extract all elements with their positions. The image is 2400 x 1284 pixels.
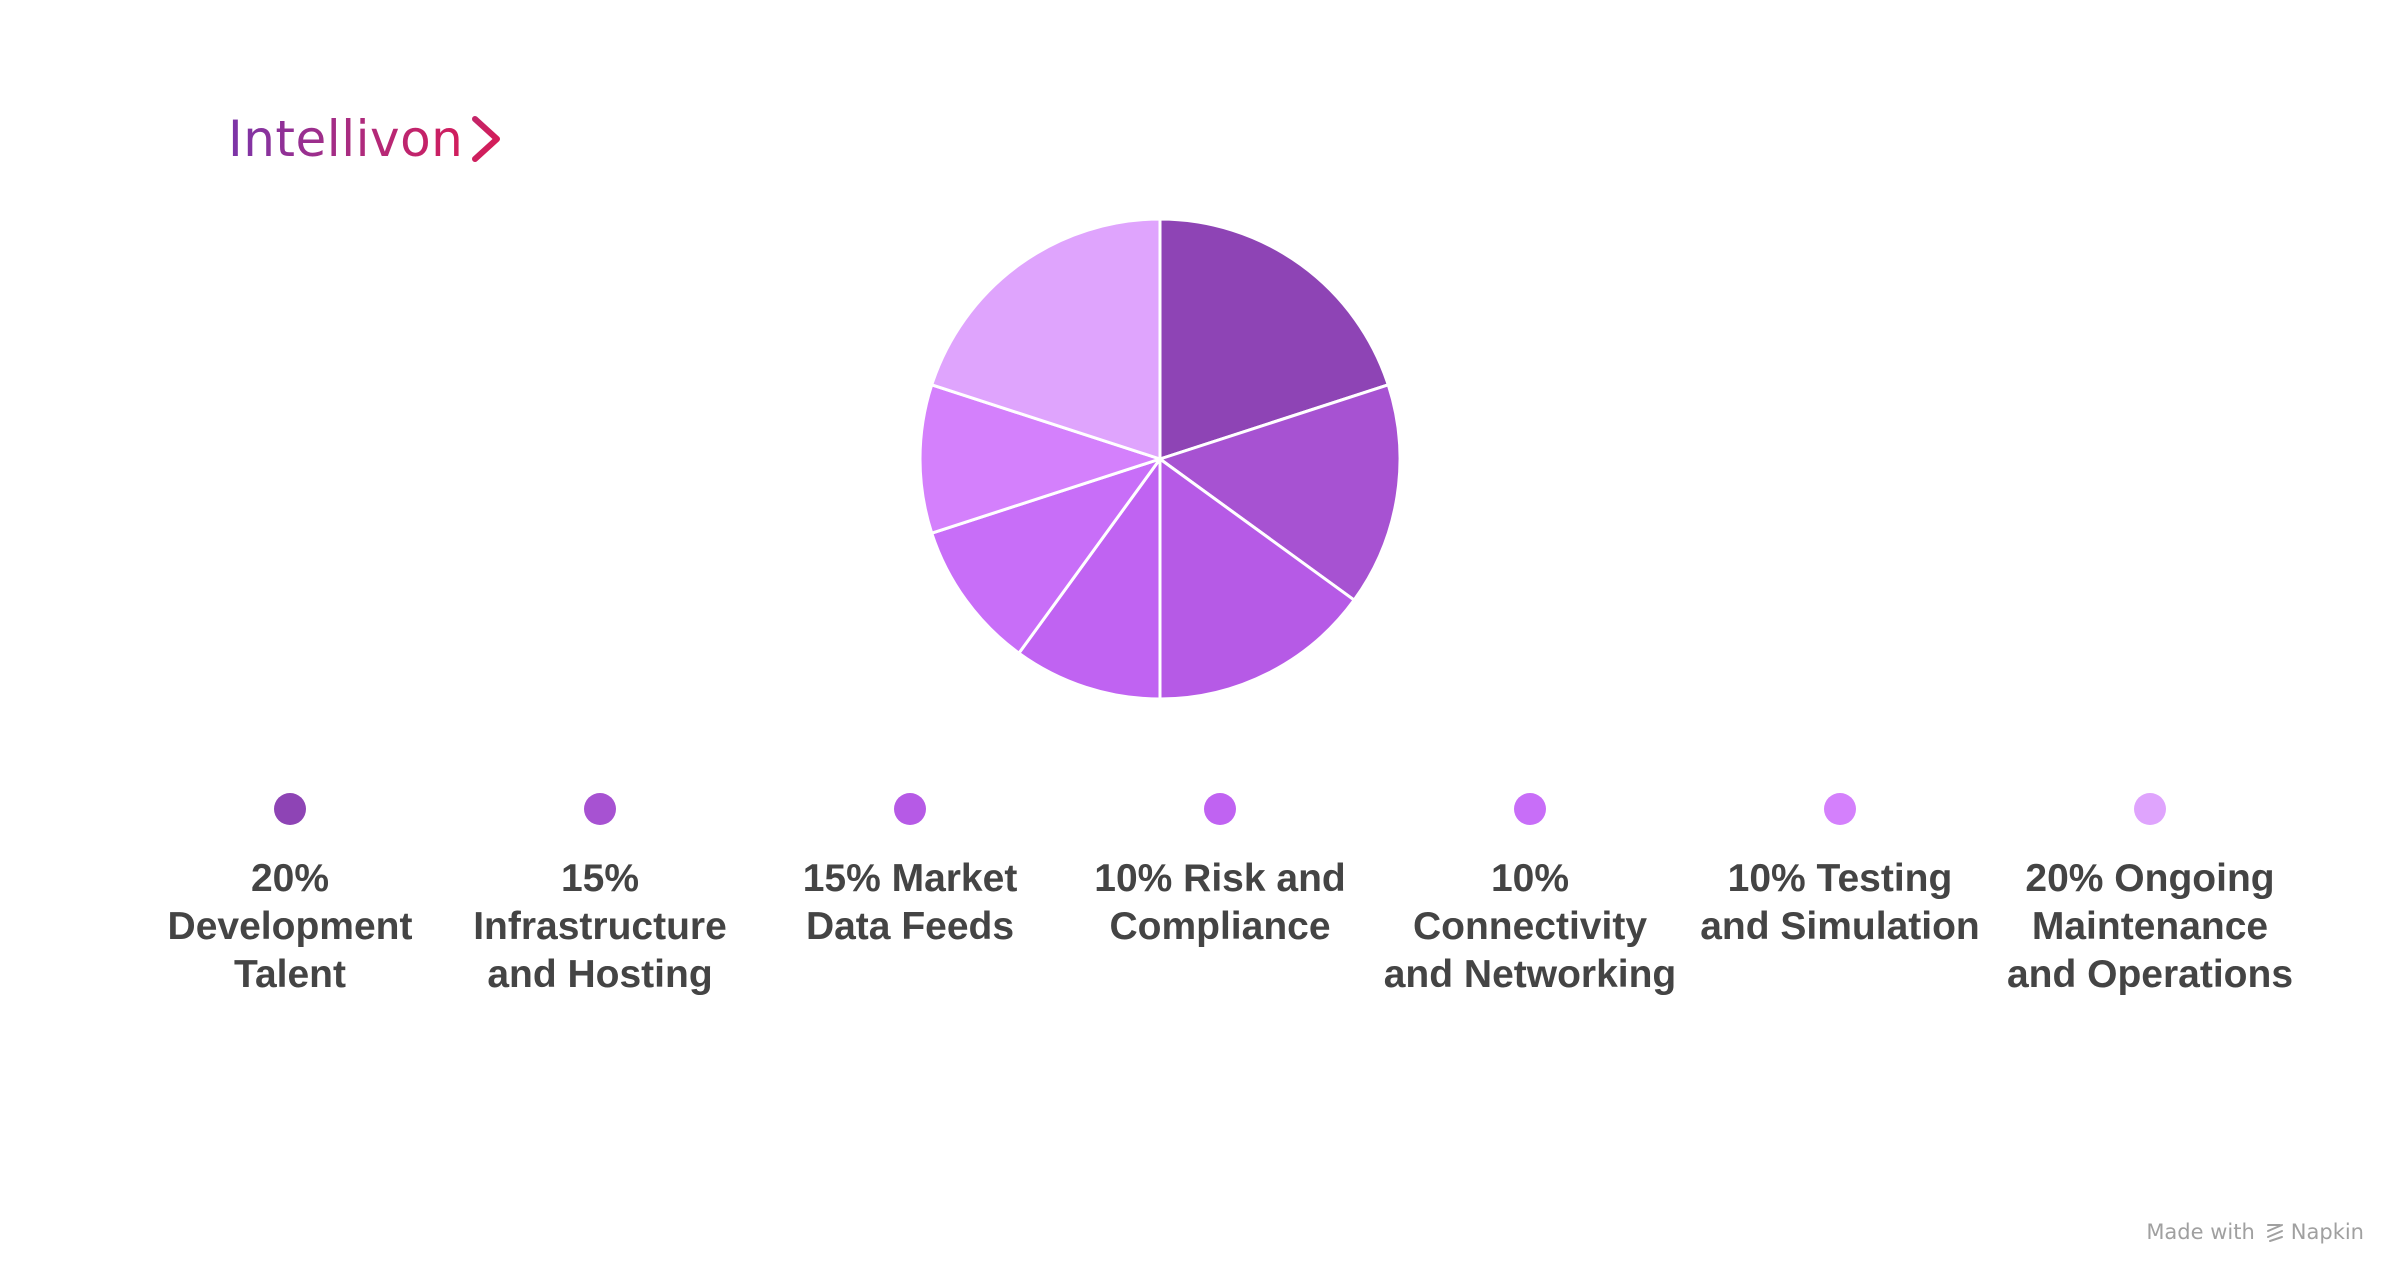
legend-label-3: 15% Market Data Feeds — [802, 857, 1018, 948]
brand-logo: Intellivon — [228, 104, 503, 174]
legend-dot-4 — [1204, 793, 1236, 825]
pie-slice-7 — [930, 217, 1162, 461]
pie-slice-5 — [930, 457, 1162, 655]
legend-label-1: 20% Development Talent — [167, 857, 413, 996]
legend-item-3: 15% Market Data Feeds — [760, 780, 1060, 951]
brand-name: Intellivon — [228, 110, 464, 168]
legend-dot-1 — [274, 793, 306, 825]
legend-dot-3 — [894, 793, 926, 825]
legend-item-6: 10% Testing and Simulation — [1690, 780, 1990, 951]
legend-item-5: 10% Connectivity and Networking — [1380, 780, 1680, 999]
legend-label-5: 10% Connectivity and Networking — [1383, 857, 1677, 996]
footer-tool-name: Napkin — [2290, 1220, 2364, 1244]
chevron-right-icon — [472, 116, 501, 162]
legend-dot-2 — [584, 793, 616, 825]
legend-dot-7 — [2134, 793, 2166, 825]
pie-slice-2 — [1158, 383, 1402, 602]
footer-credit: Made with Napkin — [2146, 1220, 2364, 1244]
legend-item-4: 10% Risk and Compliance — [1070, 780, 1370, 951]
legend-label-7: 20% Ongoing Maintenance and Operations — [2006, 857, 2294, 996]
legend-item-1: 20% Development Talent — [140, 780, 440, 999]
legend-label-4: 10% Risk and Compliance — [1094, 857, 1346, 948]
legend-item-2: 15% Infrastructure and Hosting — [450, 780, 750, 999]
chart-legend: 20% Development Talent 15% Infrastructure… — [0, 780, 2400, 1080]
legend-label-2: 15% Infrastructure and Hosting — [473, 857, 727, 996]
pie-chart — [918, 217, 1402, 701]
pie-slice-4 — [1017, 457, 1162, 701]
napkin-logo-icon — [2266, 1224, 2283, 1242]
pie-slice-1 — [1158, 217, 1390, 461]
legend-dot-5 — [1514, 793, 1546, 825]
pie-slice-3 — [1158, 457, 1356, 701]
legend-item-7: 20% Ongoing Maintenance and Operations — [2000, 780, 2300, 999]
footer-made-with: Made with — [2146, 1220, 2255, 1244]
pie-slice-6 — [918, 383, 1162, 535]
legend-label-6: 10% Testing and Simulation — [1700, 857, 1980, 948]
legend-dot-6 — [1824, 793, 1856, 825]
